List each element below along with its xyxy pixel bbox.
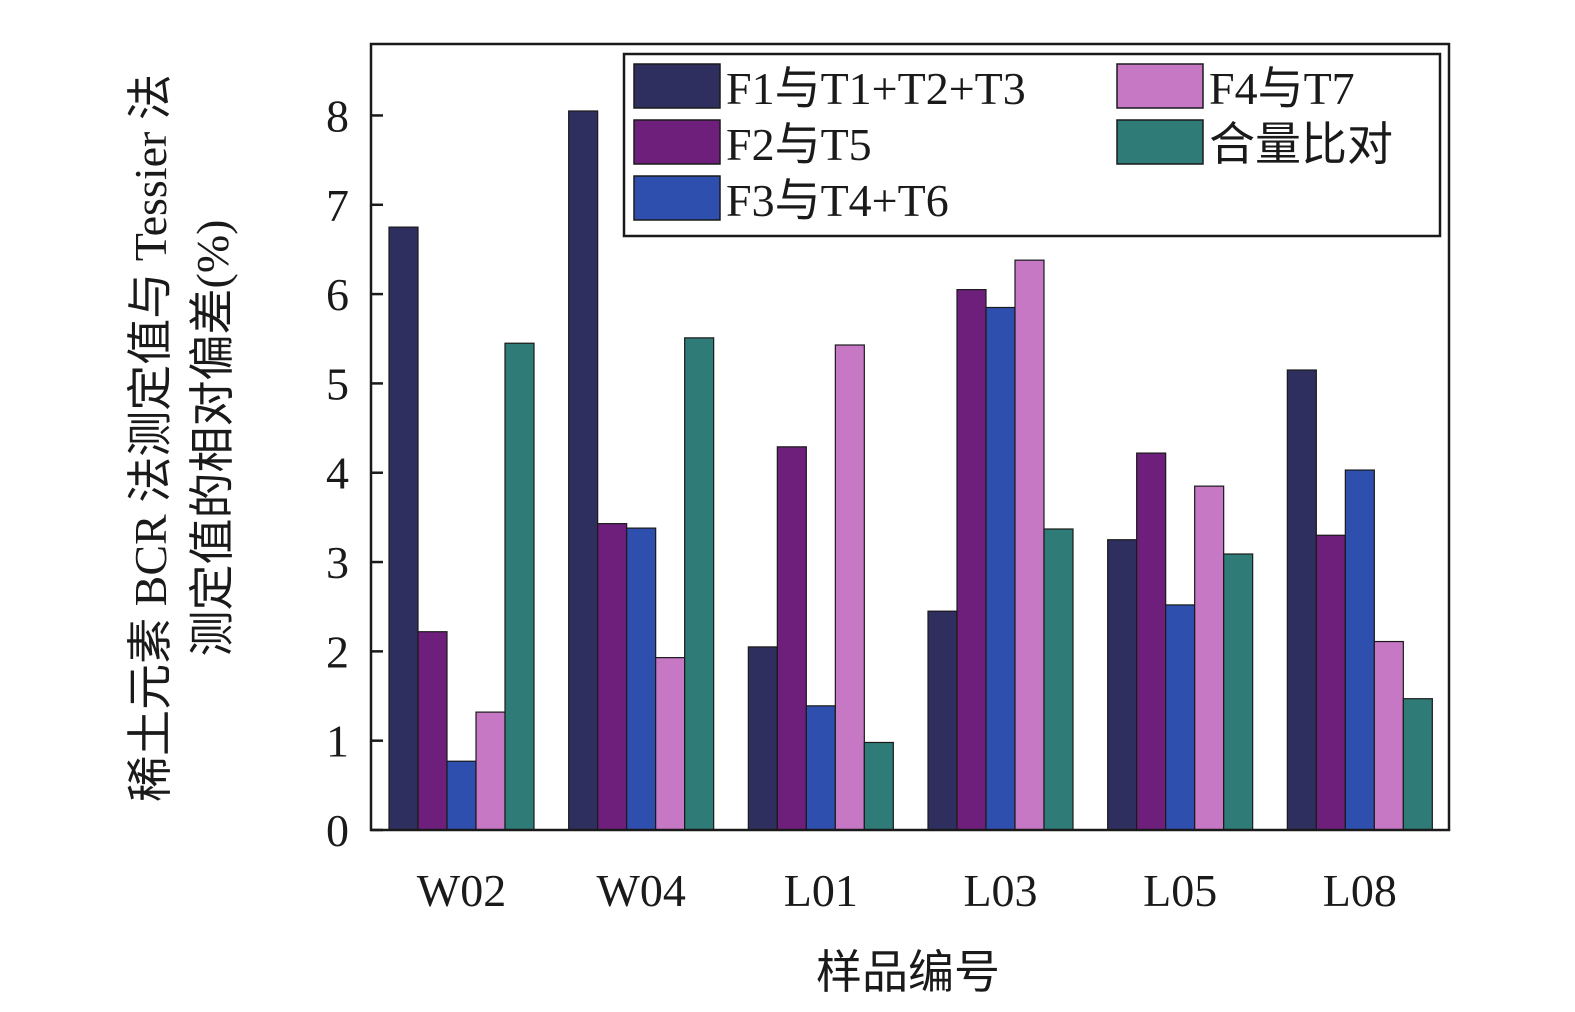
bar	[1402, 698, 1433, 831]
legend-frame	[622, 52, 1442, 238]
legend-label: F2与T5	[726, 119, 872, 170]
bar	[747, 646, 778, 831]
bars	[388, 110, 1433, 831]
bar	[1136, 452, 1167, 831]
x-tick-label: L03	[963, 865, 1037, 916]
y-axis-title-line-2: 测定值的相对偏差(%)	[187, 220, 238, 657]
x-tick-label: L01	[784, 865, 858, 916]
bar	[805, 705, 836, 831]
y-axis-title: 稀土元素 BCR 法测定值与 Tessier 法	[125, 74, 176, 802]
x-axis: W02 W04 L01 L03 L05 L08	[417, 865, 1397, 916]
y-tick-label: 2	[326, 626, 349, 677]
bar	[834, 344, 865, 831]
bar	[1315, 534, 1346, 831]
x-axis-title: 样品编号	[816, 947, 1000, 998]
bar	[1223, 553, 1254, 831]
bar	[1165, 604, 1196, 831]
x-tick-label: W02	[417, 865, 506, 916]
bar	[863, 741, 894, 831]
y-tick-label: 6	[326, 269, 349, 320]
x-tick-label: W04	[596, 865, 685, 916]
y-tick-label: 5	[326, 358, 349, 409]
bar	[1014, 259, 1045, 831]
bar	[504, 342, 535, 831]
bar	[655, 657, 686, 831]
bar	[417, 631, 448, 831]
y-tick-label: 1	[326, 716, 349, 767]
bar	[956, 289, 987, 831]
legend-swatch	[633, 175, 721, 221]
legend-swatch	[633, 119, 721, 165]
y-tick-label: 8	[326, 90, 349, 141]
bar	[927, 610, 958, 831]
bar	[1344, 469, 1375, 831]
legend-swatch	[633, 63, 721, 109]
bar	[684, 337, 715, 831]
plot-frame	[369, 42, 1451, 832]
y-axis: 0 1 2 3 4 5 6 7 8	[326, 90, 383, 856]
y-tick-label: 7	[326, 180, 349, 231]
bar	[446, 760, 477, 831]
bar	[597, 523, 628, 831]
y-tick-label: 3	[326, 537, 349, 588]
x-tick-label: L05	[1143, 865, 1217, 916]
y-axis-title-line-1: 稀土元素 BCR 法测定值与 Tessier 法	[125, 74, 176, 802]
x-tick-label: L08	[1323, 865, 1397, 916]
legend-swatch	[1116, 63, 1204, 109]
legend-label: F1与T1+T2+T3	[726, 63, 1026, 114]
legend-label: 合量比对	[1209, 119, 1393, 170]
bar	[1286, 369, 1317, 831]
bar	[388, 226, 419, 831]
y-tick-label: 4	[326, 448, 349, 499]
legend-label: F4与T7	[1209, 63, 1355, 114]
bar	[568, 110, 599, 831]
y-tick-label: 0	[326, 805, 349, 856]
y-axis-title-2: 测定值的相对偏差(%)	[187, 220, 238, 657]
bar	[985, 306, 1016, 831]
legend-swatch	[1116, 119, 1204, 165]
bar	[776, 446, 807, 831]
bar	[1194, 485, 1225, 831]
bar	[1043, 528, 1074, 831]
bar	[1373, 640, 1404, 831]
bar	[626, 527, 657, 831]
bar	[1107, 539, 1138, 831]
bar	[475, 711, 506, 831]
legend-label: F3与T4+T6	[726, 175, 949, 226]
